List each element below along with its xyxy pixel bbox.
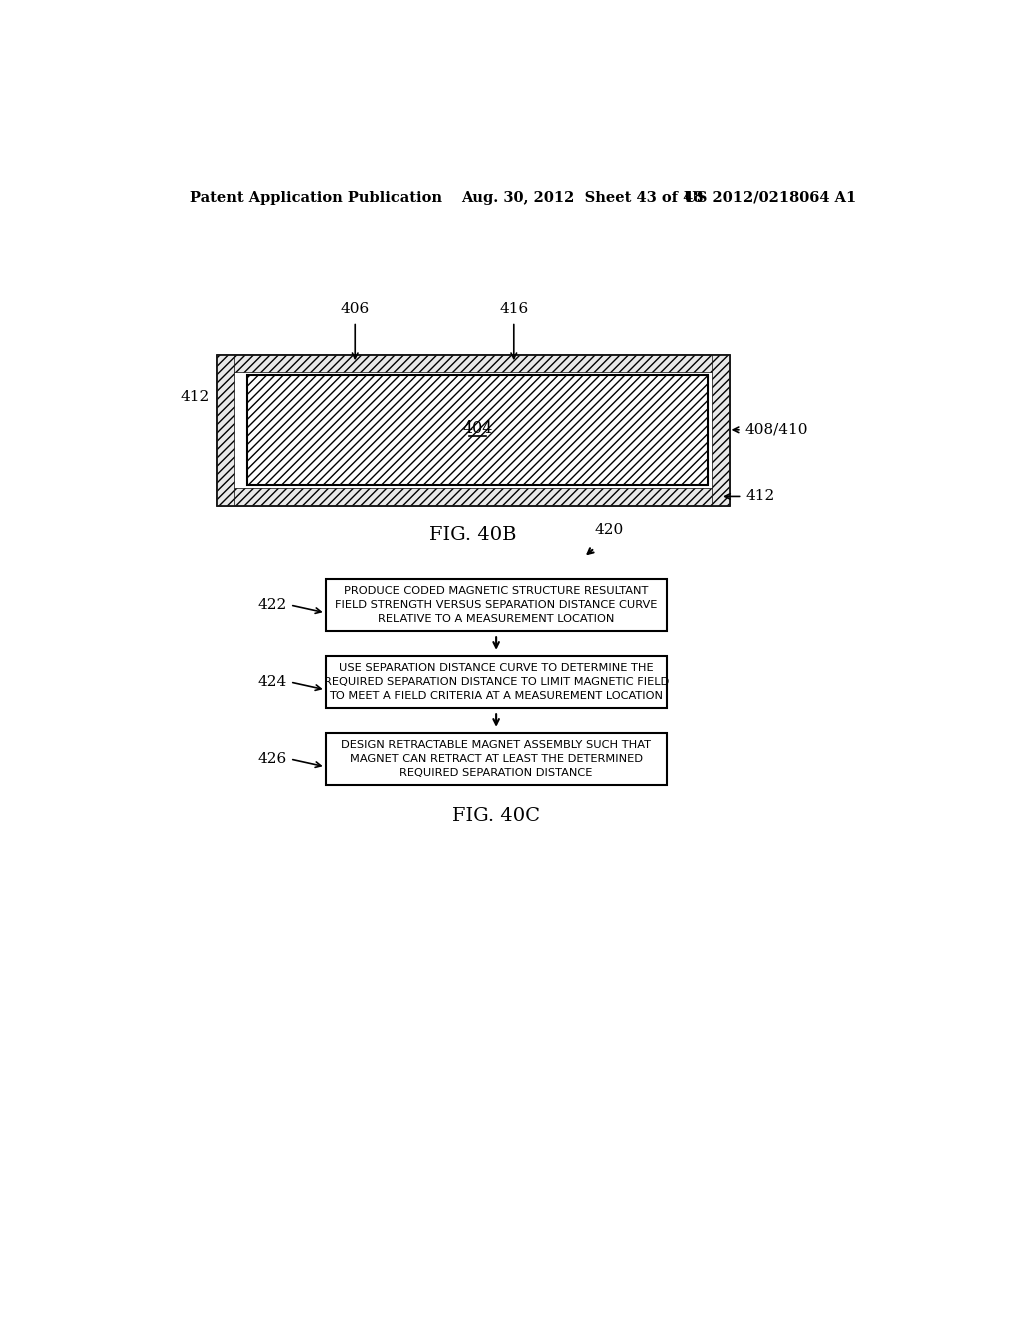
- Bar: [326, 578, 667, 631]
- Text: 416: 416: [499, 302, 528, 317]
- Bar: [326, 656, 667, 708]
- Text: 412: 412: [180, 389, 209, 404]
- Text: FIG. 40B: FIG. 40B: [429, 527, 517, 544]
- Bar: [247, 375, 709, 484]
- Text: 426: 426: [258, 752, 287, 766]
- Bar: [326, 733, 667, 785]
- Bar: [217, 355, 234, 506]
- Text: Aug. 30, 2012  Sheet 43 of 48: Aug. 30, 2012 Sheet 43 of 48: [461, 191, 703, 205]
- Text: 406: 406: [341, 302, 370, 317]
- Text: FIG. 40C: FIG. 40C: [453, 807, 540, 825]
- Bar: [217, 488, 729, 506]
- Text: US 2012/0218064 A1: US 2012/0218064 A1: [684, 191, 856, 205]
- Text: 408/410: 408/410: [744, 422, 808, 437]
- Text: PRODUCE CODED MAGNETIC STRUCTURE RESULTANT
FIELD STRENGTH VERSUS SEPARATION DIST: PRODUCE CODED MAGNETIC STRUCTURE RESULTA…: [335, 586, 657, 624]
- Text: 412: 412: [745, 490, 775, 503]
- Text: Patent Application Publication: Patent Application Publication: [190, 191, 442, 205]
- Text: 422: 422: [258, 598, 287, 612]
- Text: 404: 404: [463, 420, 493, 437]
- Bar: [217, 355, 729, 372]
- Text: 420: 420: [595, 523, 624, 537]
- Bar: [712, 355, 729, 506]
- Bar: [217, 355, 729, 506]
- Text: DESIGN RETRACTABLE MAGNET ASSEMBLY SUCH THAT
MAGNET CAN RETRACT AT LEAST THE DET: DESIGN RETRACTABLE MAGNET ASSEMBLY SUCH …: [341, 741, 651, 777]
- Text: USE SEPARATION DISTANCE CURVE TO DETERMINE THE
REQUIRED SEPARATION DISTANCE TO L: USE SEPARATION DISTANCE CURVE TO DETERMI…: [324, 663, 669, 701]
- Text: 424: 424: [258, 675, 287, 689]
